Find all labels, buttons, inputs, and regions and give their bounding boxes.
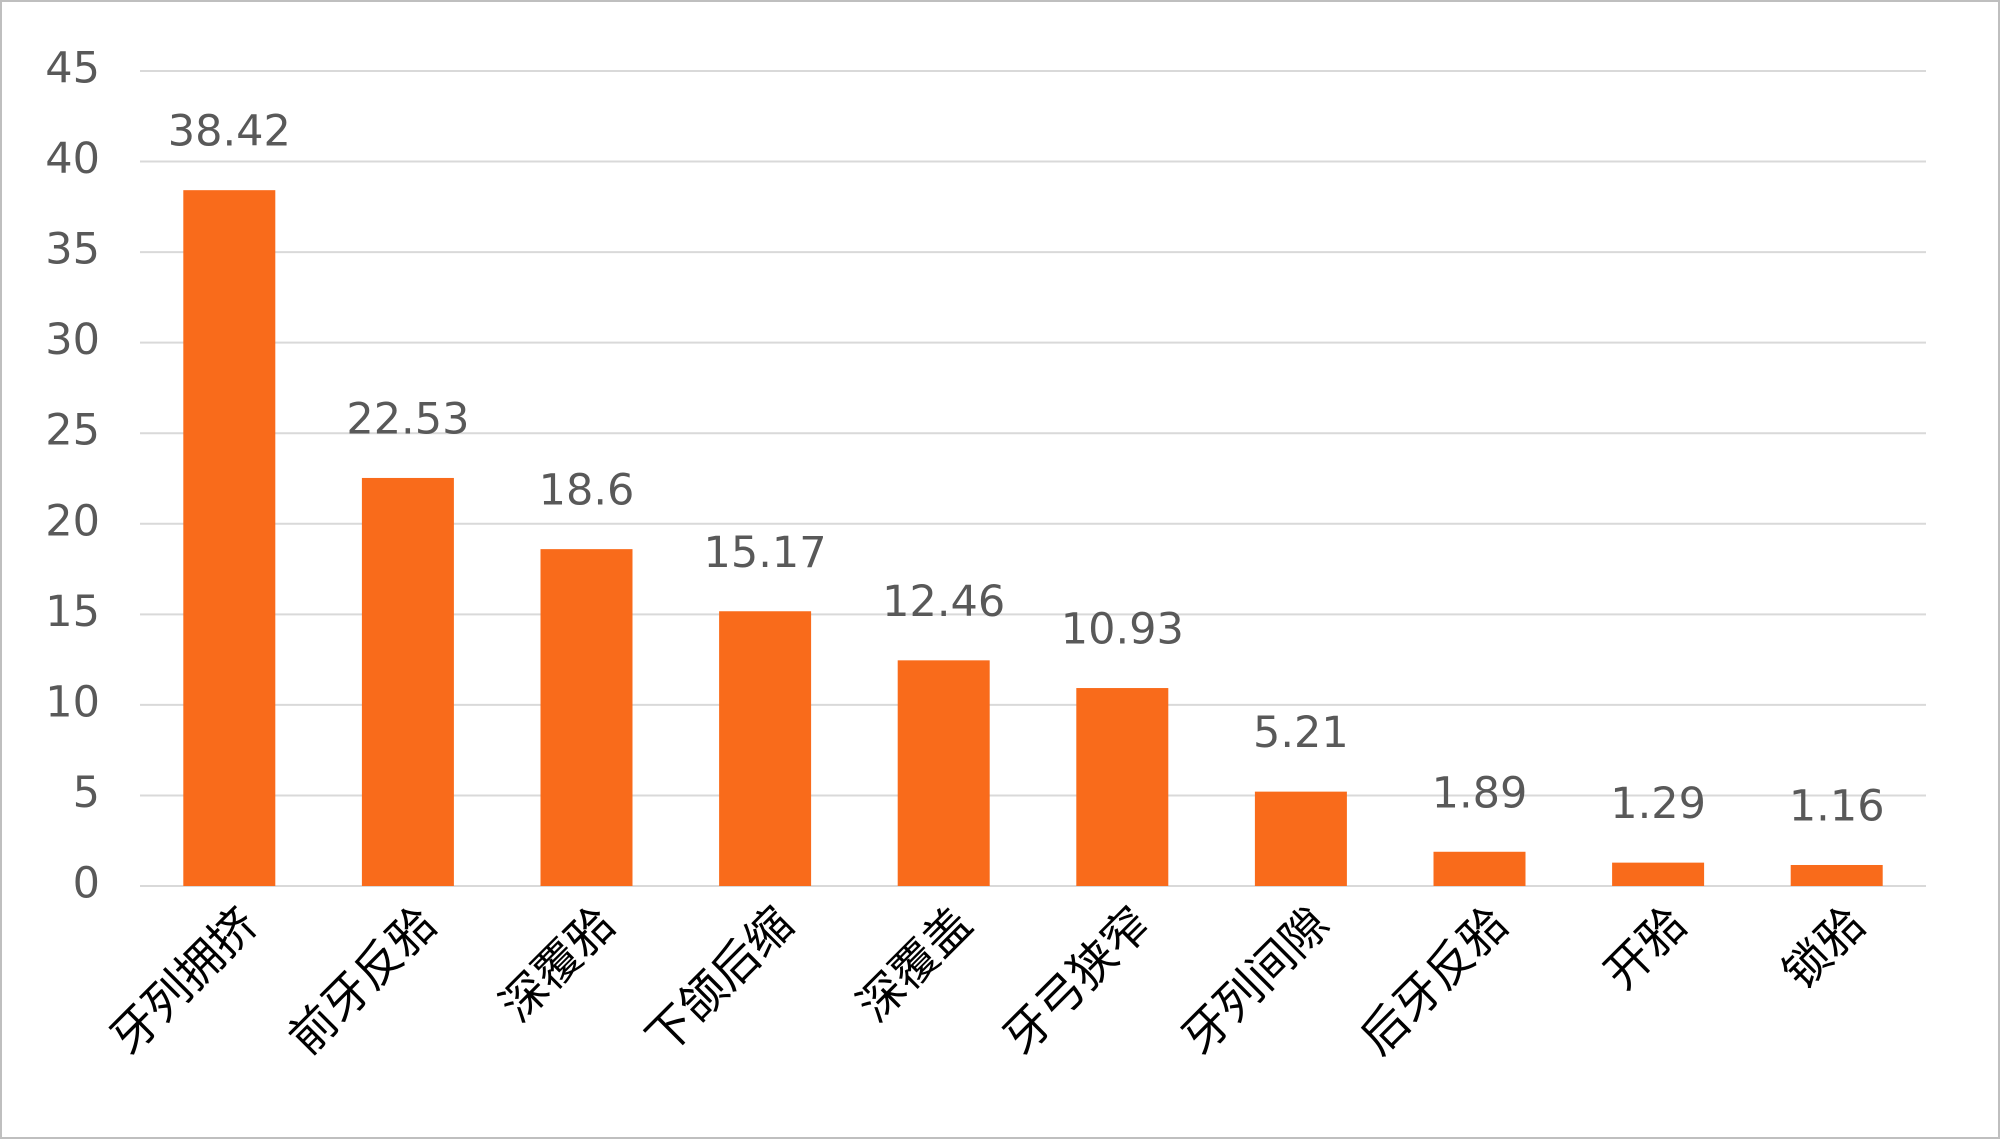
bar xyxy=(540,549,633,886)
data-label: 38.42 xyxy=(168,107,291,157)
y-tick-label: 30 xyxy=(45,315,100,365)
bar xyxy=(897,660,990,886)
bar xyxy=(183,190,276,886)
data-label: 22.53 xyxy=(346,394,469,444)
bar xyxy=(1790,864,1883,886)
data-label: 12.46 xyxy=(882,577,1005,627)
data-label: 1.16 xyxy=(1789,781,1885,831)
bar xyxy=(719,611,812,886)
data-label: 15.17 xyxy=(704,528,827,578)
bar xyxy=(1254,791,1347,886)
y-tick-label: 10 xyxy=(45,677,100,727)
bar xyxy=(1612,862,1705,886)
y-tick-label: 35 xyxy=(45,225,100,275)
y-tick-label: 40 xyxy=(45,134,100,184)
bar xyxy=(1076,688,1169,886)
y-tick-label: 20 xyxy=(45,496,100,546)
data-label: 18.6 xyxy=(539,466,635,516)
data-label: 10.93 xyxy=(1061,605,1184,655)
y-tick-label: 0 xyxy=(73,859,100,909)
bar xyxy=(361,477,454,886)
data-label: 1.29 xyxy=(1610,779,1706,829)
data-label: 1.89 xyxy=(1432,768,1528,818)
bar xyxy=(1433,851,1526,886)
y-tick-label: 45 xyxy=(45,44,100,94)
data-label: 5.21 xyxy=(1253,708,1349,758)
y-tick-label: 15 xyxy=(45,587,100,637)
y-tick-label: 5 xyxy=(73,768,100,818)
y-tick-label: 25 xyxy=(45,406,100,456)
